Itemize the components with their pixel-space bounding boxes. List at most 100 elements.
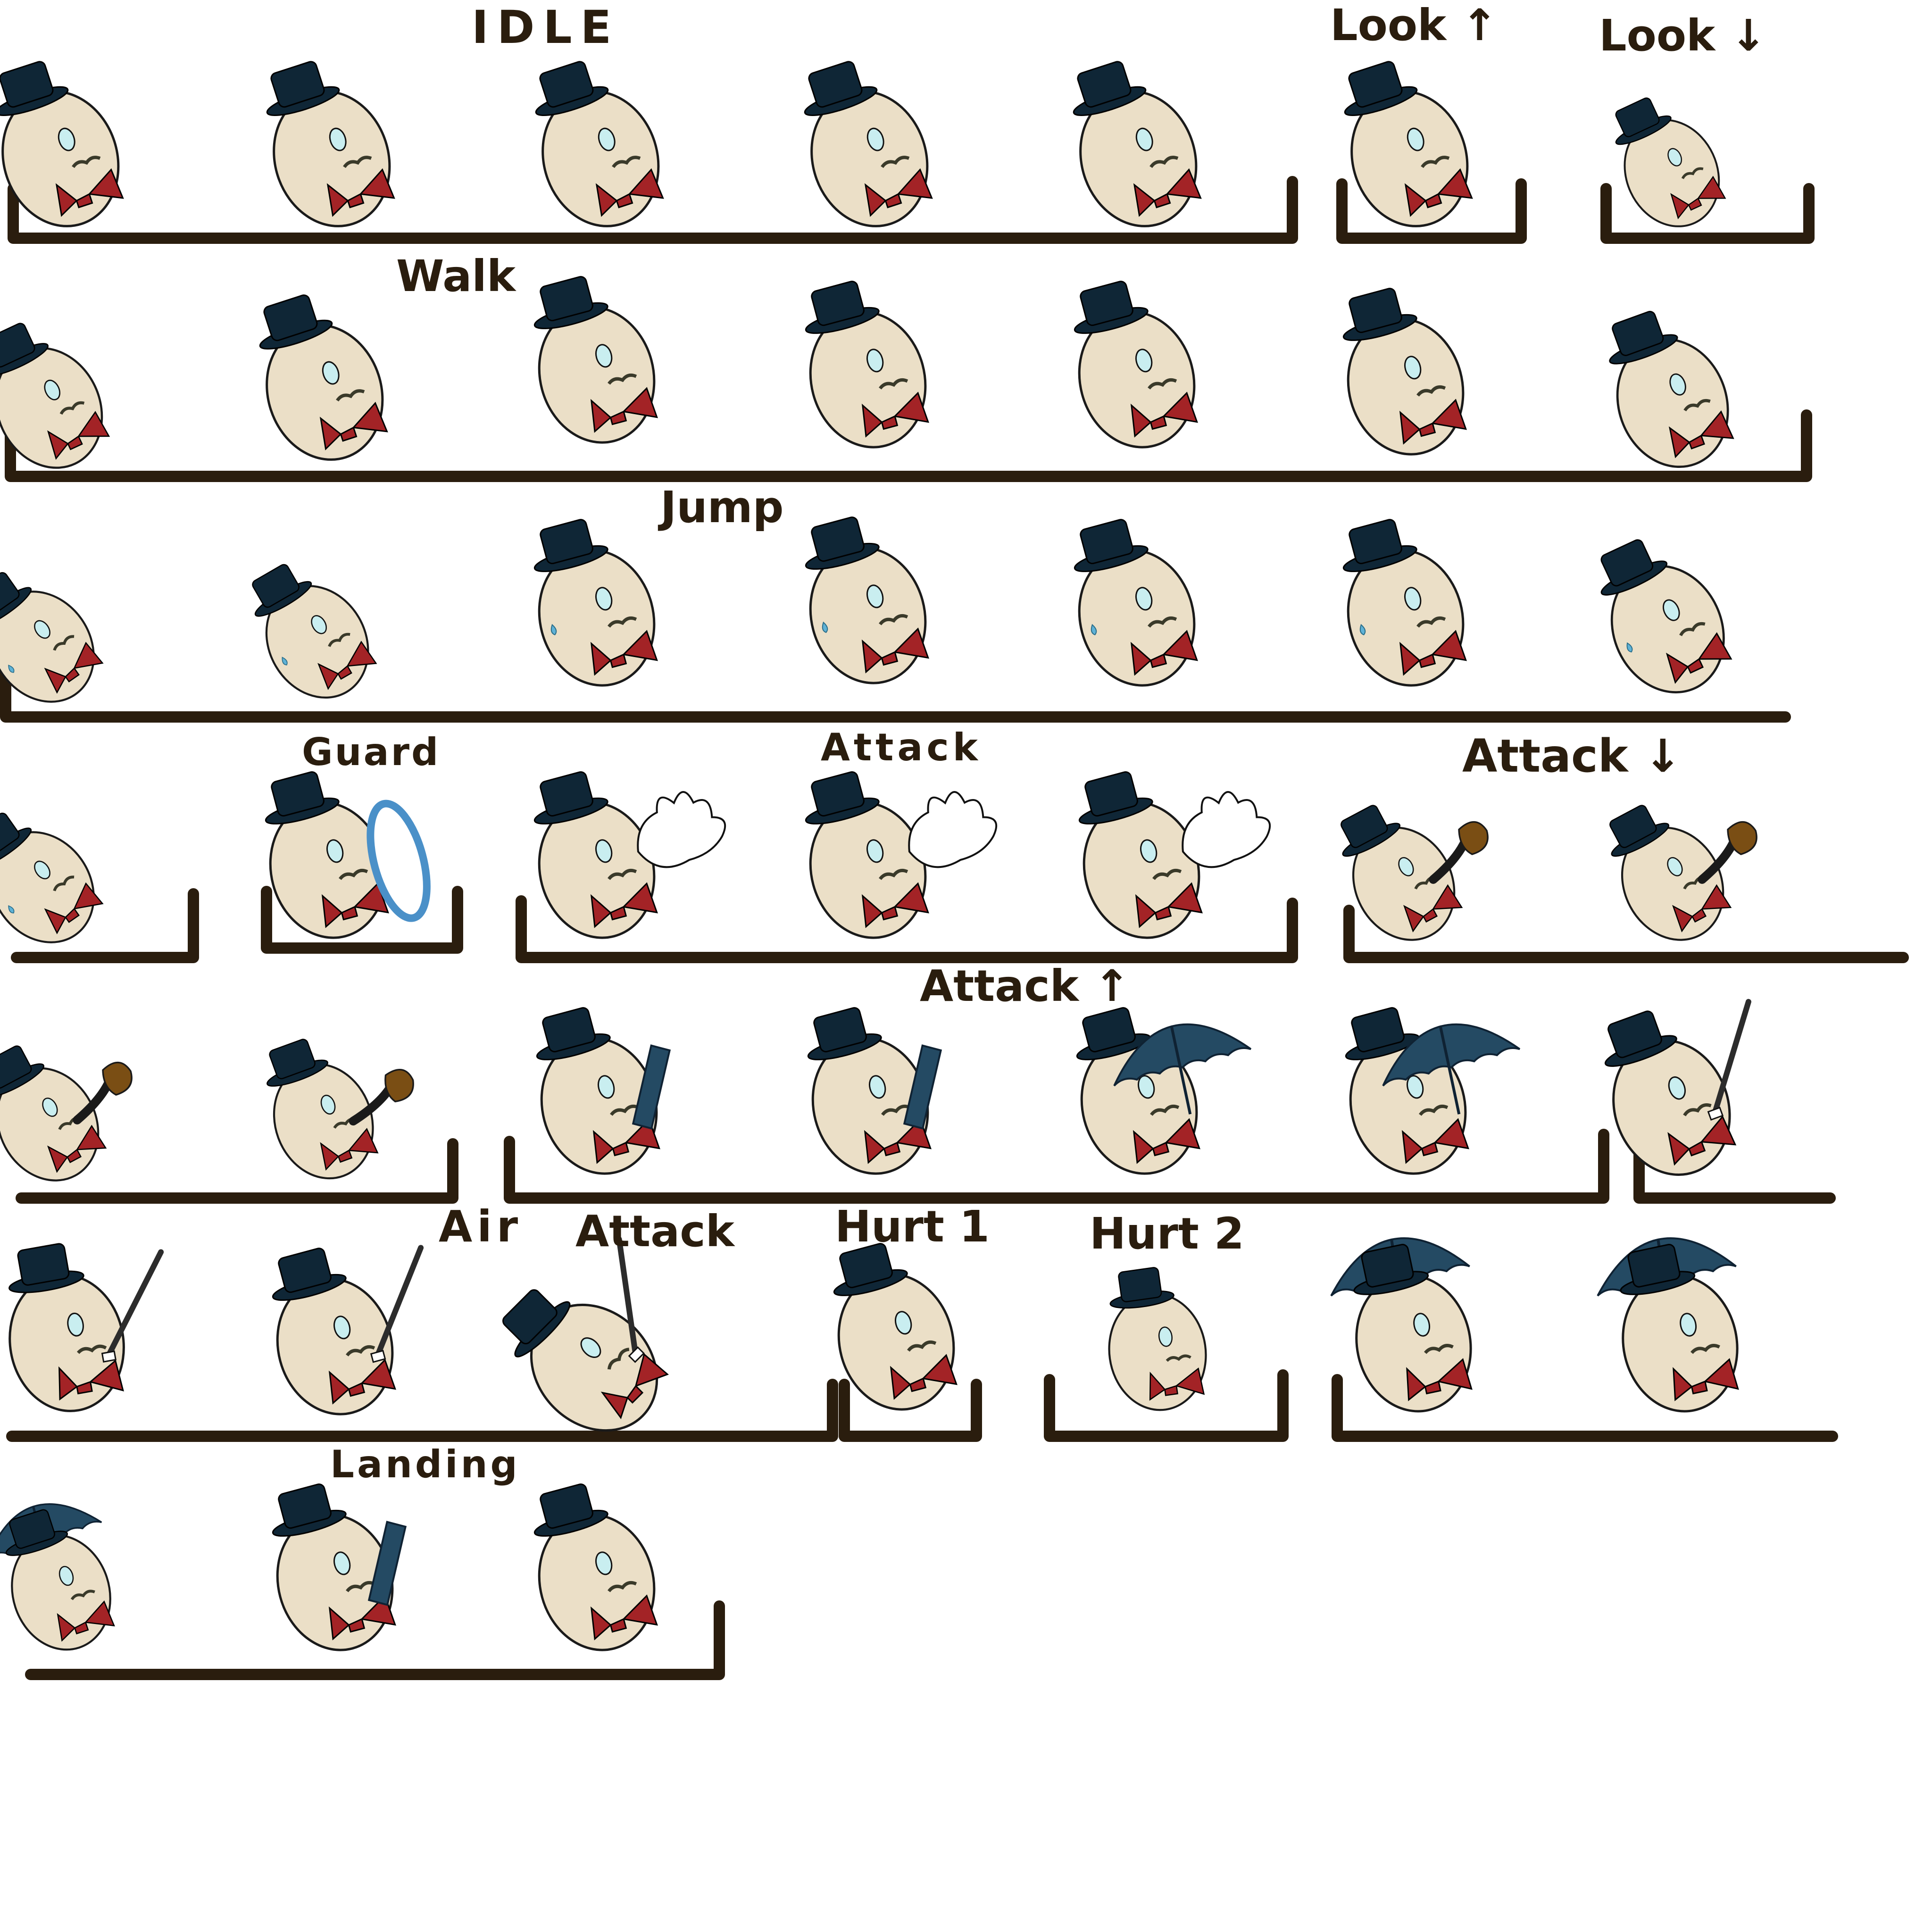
animation-bracket — [1332, 1374, 1838, 1442]
monocle-icon — [1667, 148, 1682, 167]
top-hat-icon — [272, 1483, 347, 1537]
mustache-icon — [608, 374, 637, 385]
top-hat-icon — [5, 1509, 68, 1556]
animation-bracket — [16, 1138, 458, 1204]
egg-character-sprite — [1604, 999, 1751, 1176]
monocle-icon — [58, 1566, 74, 1586]
sweat-drop-icon — [1359, 624, 1366, 635]
top-hat-icon — [1342, 519, 1417, 572]
bowtie-icon — [590, 630, 658, 676]
animation-brackets — [0, 176, 1909, 1680]
bowtie-icon — [864, 1118, 932, 1164]
bowtie-icon — [1403, 884, 1463, 933]
monocle-icon — [1404, 356, 1422, 380]
egg-character-sprite — [1600, 539, 1732, 693]
animation-bracket — [5, 409, 1812, 482]
top-hat-icon — [0, 572, 32, 627]
bowtie-icon — [1666, 632, 1732, 684]
monocle-icon — [333, 1551, 351, 1575]
mustache-icon — [881, 1105, 911, 1116]
monocle-icon — [1158, 1326, 1173, 1347]
egg-character-sprite — [1073, 61, 1202, 227]
egg-character-sprite — [259, 294, 388, 461]
umbrella-icon — [1113, 1023, 1252, 1115]
animation-bracket — [1343, 905, 1909, 963]
label-attack-up: Attack ↑ — [920, 961, 1131, 1011]
egg-character-sprite — [8, 1243, 164, 1412]
bowtie-icon — [328, 1594, 396, 1641]
top-hat-icon — [265, 771, 340, 824]
top-hat-icon — [0, 323, 49, 376]
bowtie-icon — [47, 411, 110, 460]
bowtie-icon — [1130, 391, 1198, 438]
mustache-icon — [879, 378, 908, 390]
top-hat-icon — [1341, 805, 1400, 857]
monocle-icon — [1407, 127, 1424, 151]
monocle-icon — [320, 1094, 336, 1115]
pipe-icon — [73, 1061, 133, 1124]
mustache-icon — [1148, 616, 1177, 628]
bowtie-icon — [864, 168, 933, 217]
monocle-icon — [894, 1311, 912, 1335]
monocle-icon — [1135, 349, 1153, 373]
egg-character-sprite — [0, 323, 110, 469]
bowtie-icon — [1668, 410, 1734, 458]
mustache-icon — [907, 1341, 937, 1352]
monocle-icon — [311, 615, 327, 634]
umbrella-icon — [1382, 1023, 1521, 1115]
closed-umbrella-icon — [632, 1044, 671, 1130]
bowtie-icon — [1672, 884, 1732, 933]
top-hat-icon — [535, 61, 609, 116]
top-hat-icon — [1342, 288, 1417, 341]
monocle-icon — [329, 127, 347, 151]
bowtie-icon — [58, 1359, 124, 1401]
label-guard: Guard — [302, 730, 441, 774]
mustache-icon — [608, 869, 637, 880]
egg-character-sprite — [266, 1039, 414, 1180]
animation-bracket — [8, 176, 1298, 244]
mustache-icon — [336, 389, 365, 402]
sweat-drop-icon — [282, 657, 288, 666]
monocle-icon — [1398, 857, 1414, 876]
monocle-icon — [595, 1551, 613, 1575]
animation-bracket — [11, 888, 199, 963]
egg-character-sprite — [805, 771, 998, 939]
top-hat-icon — [266, 61, 340, 116]
mustache-icon — [1150, 1105, 1180, 1116]
bowtie-icon — [57, 1600, 115, 1642]
mustache-icon — [1679, 622, 1706, 636]
monocle-icon — [1680, 1313, 1697, 1337]
glove-icon — [908, 791, 998, 868]
sweat-drop-icon — [1091, 624, 1097, 635]
bowtie-icon — [1406, 1358, 1473, 1401]
cane-icon — [101, 1249, 164, 1363]
egg-character-sprite — [1108, 1267, 1207, 1411]
mustache-icon — [76, 1344, 107, 1354]
monocle-icon — [866, 127, 884, 151]
monocle-icon — [1406, 1075, 1424, 1099]
monocle-icon — [322, 361, 340, 385]
monocle-icon — [326, 839, 344, 863]
top-hat-icon — [833, 1243, 908, 1296]
monocle-icon — [1404, 587, 1422, 611]
egg-character-sprite — [1074, 281, 1198, 449]
mustache-icon — [612, 156, 641, 168]
egg-character-sprite — [0, 1045, 133, 1182]
monocle-icon — [34, 620, 50, 639]
top-hat-icon — [1073, 61, 1147, 116]
bowtie-icon — [44, 641, 104, 694]
bowtie-icon — [1401, 1118, 1469, 1164]
mustache-icon — [1424, 1344, 1454, 1354]
egg-character-sprite — [1341, 805, 1489, 941]
egg-character-sprite — [833, 1243, 958, 1411]
mustache-icon — [72, 156, 101, 168]
bowtie-icon — [861, 882, 929, 928]
animation-bracket — [1044, 1369, 1289, 1442]
top-hat-icon — [259, 294, 333, 350]
egg-character-sprite — [0, 572, 104, 703]
label-hurt2: Hurt 2 — [1090, 1208, 1244, 1259]
bowtie-icon — [861, 627, 929, 674]
top-hat-icon — [0, 1045, 44, 1098]
monocle-icon — [866, 839, 884, 863]
